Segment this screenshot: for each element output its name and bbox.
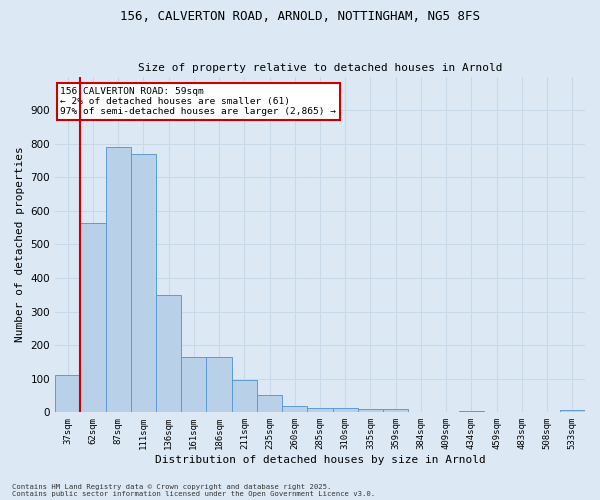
Text: 156 CALVERTON ROAD: 59sqm
← 2% of detached houses are smaller (61)
97% of semi-d: 156 CALVERTON ROAD: 59sqm ← 2% of detach… [61,86,337,117]
Y-axis label: Number of detached properties: Number of detached properties [15,146,25,342]
Bar [307,408,332,412]
Bar [232,380,257,412]
Bar [206,357,232,412]
Bar [257,395,282,412]
Bar [383,410,409,412]
Text: Contains public sector information licensed under the Open Government Licence v3: Contains public sector information licen… [12,491,375,497]
Bar [181,357,206,412]
X-axis label: Distribution of detached houses by size in Arnold: Distribution of detached houses by size … [155,455,485,465]
Text: Contains HM Land Registry data © Crown copyright and database right 2025.: Contains HM Land Registry data © Crown c… [12,484,331,490]
Bar [131,154,156,412]
Bar [459,410,484,412]
Bar [282,406,307,412]
Bar [80,222,106,412]
Bar [156,295,181,412]
Bar [55,376,80,412]
Bar [332,408,358,412]
Title: Size of property relative to detached houses in Arnold: Size of property relative to detached ho… [138,63,502,73]
Bar [106,147,131,412]
Bar [560,410,585,412]
Text: 156, CALVERTON ROAD, ARNOLD, NOTTINGHAM, NG5 8FS: 156, CALVERTON ROAD, ARNOLD, NOTTINGHAM,… [120,10,480,23]
Bar [358,409,383,412]
